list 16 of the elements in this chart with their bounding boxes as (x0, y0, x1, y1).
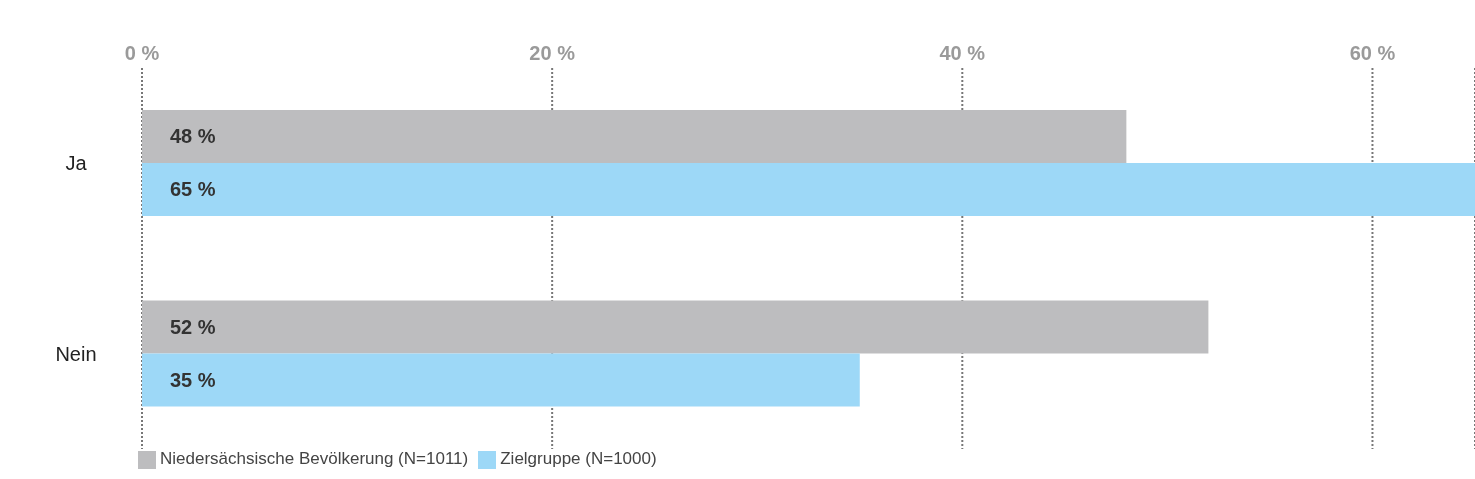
y-tick-label: Nein (55, 342, 97, 365)
x-tick-label: 60 % (1349, 42, 1396, 64)
bar (142, 353, 860, 407)
data-label: 48 % (170, 125, 216, 148)
y-tick-label: Ja (65, 152, 88, 175)
x-tick-label: 0 % (124, 42, 160, 64)
legend-label: Niedersächsische Bevölkerung (N=1011) (160, 449, 469, 468)
legend-label: Zielgruppe (N=1000) (500, 449, 657, 468)
bar (142, 300, 1209, 354)
data-label: 35 % (170, 368, 216, 391)
data-label: 52 % (170, 315, 216, 338)
bar (142, 109, 1127, 163)
bar (142, 162, 1475, 216)
data-label: 65 % (170, 178, 216, 201)
x-tick-label: 20 % (529, 42, 576, 64)
x-tick-label: 40 % (939, 42, 986, 64)
